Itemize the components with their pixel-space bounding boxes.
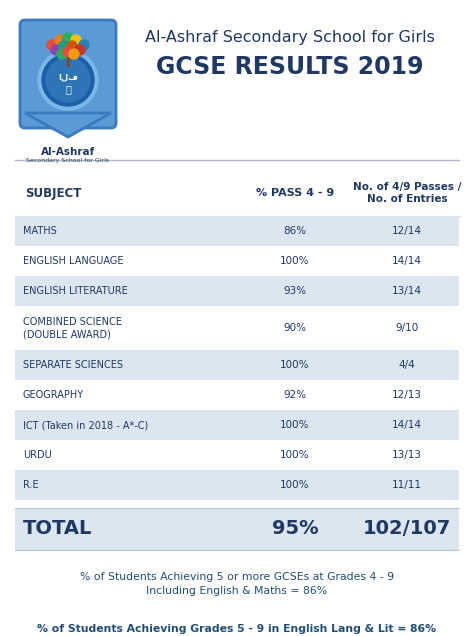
Circle shape [63,33,73,43]
Bar [15,508,459,550]
Circle shape [59,41,69,51]
Circle shape [63,47,73,57]
Circle shape [75,45,85,55]
Bar [15,350,459,380]
Bar [15,380,459,410]
Text: 100%: 100% [280,360,310,370]
Text: 14/14: 14/14 [392,256,422,266]
Text: Secondary School for Girls: Secondary School for Girls [27,158,109,163]
Text: No. of 4/9 Passes /
No. of Entries: No. of 4/9 Passes / No. of Entries [353,182,461,204]
Text: 13/13: 13/13 [392,450,422,460]
Circle shape [69,49,79,59]
Circle shape [71,35,81,45]
Text: 4/4: 4/4 [399,360,415,370]
Text: 14/14: 14/14 [392,420,422,430]
Text: URDU: URDU [23,450,52,460]
Text: 90%: 90% [283,323,307,333]
Bar [15,246,459,276]
Circle shape [42,54,94,106]
Circle shape [46,58,90,102]
Text: الف: الف [58,73,78,81]
Text: R.E: R.E [23,480,38,490]
Text: ENGLISH LITERATURE: ENGLISH LITERATURE [23,286,128,296]
Text: 100%: 100% [280,480,310,490]
Bar [15,276,459,306]
Circle shape [57,49,67,59]
Text: SUBJECT: SUBJECT [25,186,82,200]
FancyBboxPatch shape [20,20,116,128]
Text: 100%: 100% [280,450,310,460]
Text: GCSE RESULTS 2019: GCSE RESULTS 2019 [156,55,424,79]
Text: 100%: 100% [280,420,310,430]
Text: 86%: 86% [283,226,307,236]
Text: COMBINED SCIENCE
(DOUBLE AWARD): COMBINED SCIENCE (DOUBLE AWARD) [23,317,122,339]
Circle shape [79,40,89,50]
Text: 92%: 92% [283,390,307,400]
Text: 13/14: 13/14 [392,286,422,296]
Bar [15,470,459,500]
Circle shape [38,50,98,110]
Circle shape [55,35,65,45]
Circle shape [51,45,61,55]
Bar [15,440,459,470]
Text: 9/10: 9/10 [395,323,419,333]
Text: ICT (Taken in 2018 - A*-C): ICT (Taken in 2018 - A*-C) [23,420,148,430]
Text: Al-Ashraf Secondary School for Girls: Al-Ashraf Secondary School for Girls [145,30,435,45]
Polygon shape [25,113,111,137]
Text: 102/107: 102/107 [363,520,451,539]
Text: TOTAL: TOTAL [23,520,92,539]
Text: Al-Ashraf: Al-Ashraf [41,147,95,157]
Text: % of Students Achieving Grades 5 - 9 in English Lang & Lit = 86%: % of Students Achieving Grades 5 - 9 in … [37,624,437,634]
Text: 12/13: 12/13 [392,390,422,400]
Circle shape [47,40,57,50]
Text: 📖: 📖 [65,84,71,94]
Text: 100%: 100% [280,256,310,266]
Text: 11/11: 11/11 [392,480,422,490]
Circle shape [67,41,77,51]
Text: ENGLISH LANGUAGE: ENGLISH LANGUAGE [23,256,124,266]
Text: GEOGRAPHY: GEOGRAPHY [23,390,84,400]
Text: MATHS: MATHS [23,226,57,236]
Text: SEPARATE SCIENCES: SEPARATE SCIENCES [23,360,123,370]
Text: % of Students Achieving 5 or more GCSEs at Grades 4 - 9
Including English & Math: % of Students Achieving 5 or more GCSEs … [80,572,394,596]
Text: 93%: 93% [283,286,307,296]
Text: % PASS 4 - 9: % PASS 4 - 9 [256,188,334,198]
Bar [15,216,459,246]
Text: 95%: 95% [272,520,319,539]
Text: 12/14: 12/14 [392,226,422,236]
Bar [15,306,459,350]
Bar [15,410,459,440]
